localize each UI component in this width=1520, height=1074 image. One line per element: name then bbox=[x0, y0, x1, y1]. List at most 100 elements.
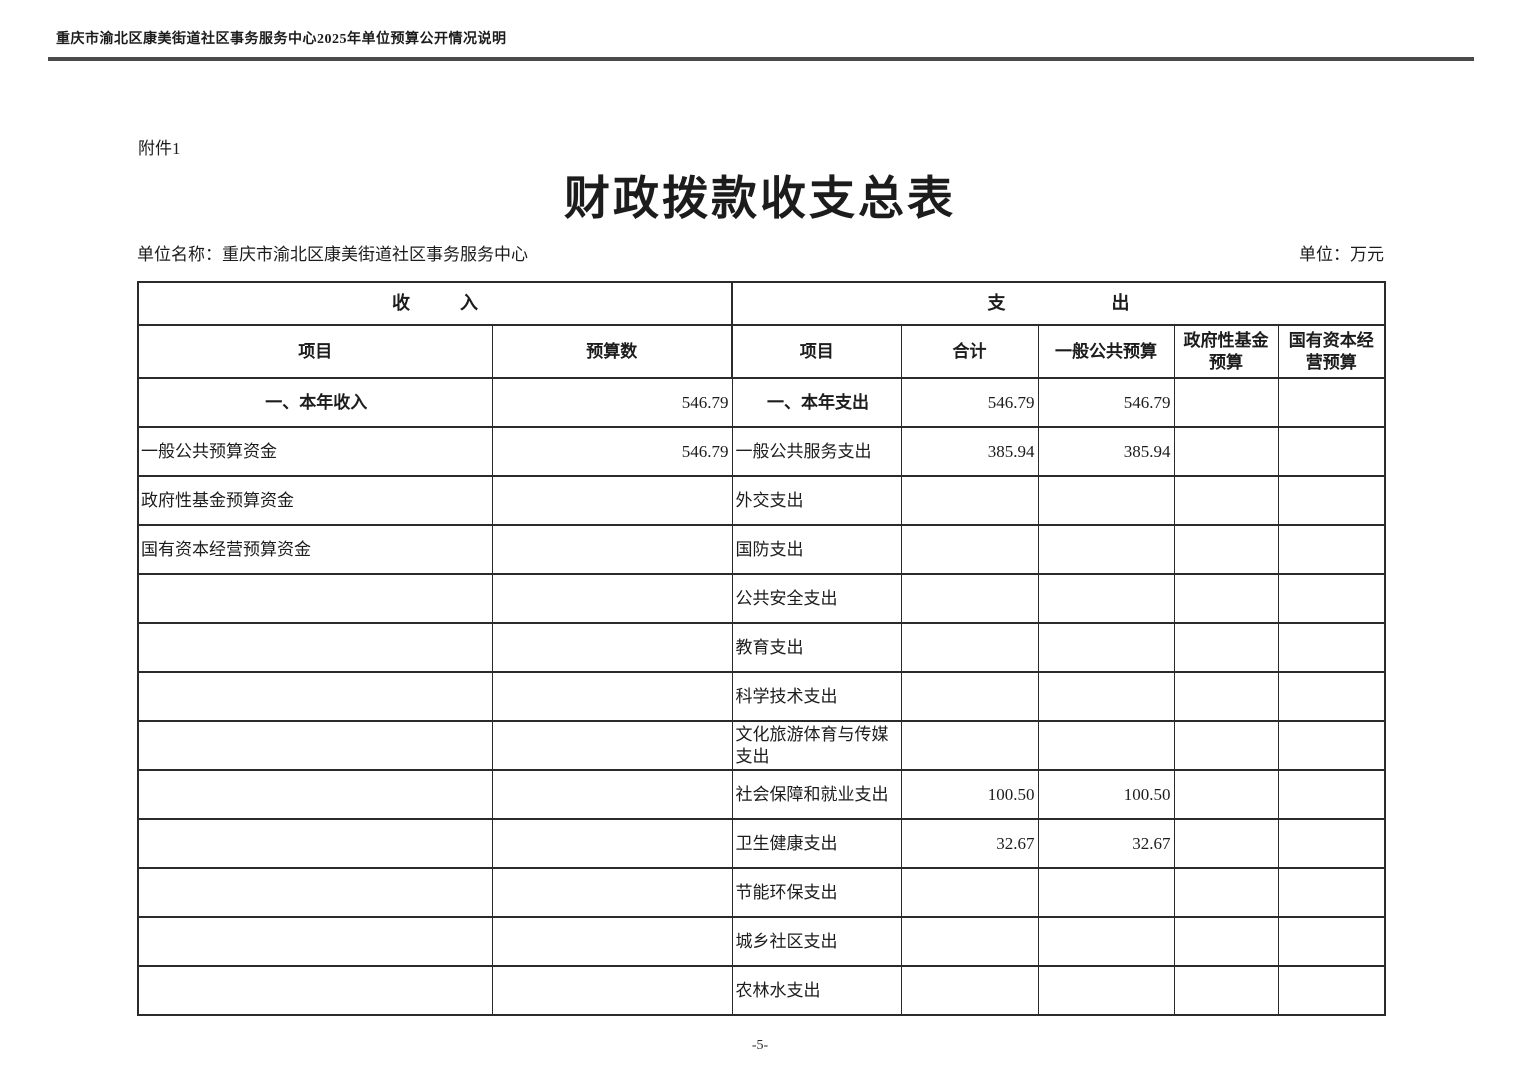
table-row: 政府性基金预算资金 外交支出 bbox=[137, 475, 1386, 526]
col-header-total: 合计 bbox=[900, 324, 1039, 379]
cell-income-budget bbox=[491, 965, 733, 1016]
cell-total: 100.50 bbox=[900, 769, 1039, 820]
table-row: 一般公共预算资金 546.79 一般公共服务支出 385.94 385.94 bbox=[137, 426, 1386, 477]
cell-income-item bbox=[137, 867, 493, 918]
cell-income-budget bbox=[491, 867, 733, 918]
table-row: 社会保障和就业支出 100.50 100.50 bbox=[137, 769, 1386, 820]
cell-income-budget: 546.79 bbox=[491, 426, 733, 477]
budget-table: 收 入 支 出 项目 预算数 项目 合计 一般公共预算 政府性基金预算 国有资本… bbox=[137, 281, 1387, 1016]
cell-general-public: 32.67 bbox=[1037, 818, 1175, 869]
cell-state-capital bbox=[1277, 377, 1386, 428]
column-header-row: 项目 预算数 项目 合计 一般公共预算 政府性基金预算 国有资本经营预算 bbox=[137, 324, 1386, 379]
cell-expense-item: 社会保障和就业支出 bbox=[731, 769, 902, 820]
cell-gov-fund bbox=[1173, 622, 1279, 673]
cell-state-capital bbox=[1277, 475, 1386, 526]
unit-measure-label: 单位：万元 bbox=[1299, 245, 1384, 264]
cell-general-public bbox=[1037, 524, 1175, 575]
cell-total: 385.94 bbox=[900, 426, 1039, 477]
cell-income-item: 国有资本经营预算资金 bbox=[137, 524, 493, 575]
table-row: 科学技术支出 bbox=[137, 671, 1386, 722]
cell-expense-item: 一、本年支出 bbox=[731, 377, 902, 428]
col-header-expense-item: 项目 bbox=[731, 324, 902, 379]
cell-general-public bbox=[1037, 622, 1175, 673]
cell-gov-fund bbox=[1173, 720, 1279, 771]
unit-name-label: 单位名称：重庆市渝北区康美街道社区事务服务中心 bbox=[137, 245, 528, 264]
cell-gov-fund bbox=[1173, 426, 1279, 477]
page-number: -5- bbox=[751, 1038, 769, 1053]
cell-total bbox=[900, 573, 1039, 624]
cell-income-item: 一般公共预算资金 bbox=[137, 426, 493, 477]
cell-state-capital bbox=[1277, 818, 1386, 869]
cell-gov-fund bbox=[1173, 573, 1279, 624]
expense-header-char-left: 支 bbox=[987, 293, 1006, 314]
cell-expense-item: 卫生健康支出 bbox=[731, 818, 902, 869]
cell-income-item bbox=[137, 622, 493, 673]
cell-general-public bbox=[1037, 867, 1175, 918]
cell-state-capital bbox=[1277, 622, 1386, 673]
cell-income-budget bbox=[491, 475, 733, 526]
cell-expense-item: 外交支出 bbox=[731, 475, 902, 526]
cell-income-item bbox=[137, 720, 493, 771]
cell-expense-item: 节能环保支出 bbox=[731, 867, 902, 918]
col-header-income-budget: 预算数 bbox=[491, 324, 733, 379]
cell-general-public bbox=[1037, 573, 1175, 624]
cell-general-public bbox=[1037, 720, 1175, 771]
section-header-row: 收 入 支 出 bbox=[137, 281, 1386, 326]
cell-state-capital bbox=[1277, 524, 1386, 575]
document-running-header: 重庆市渝北区康美街道社区事务服务中心2025年单位预算公开情况说明 bbox=[48, 28, 1474, 61]
cell-general-public bbox=[1037, 671, 1175, 722]
income-header-char-right: 入 bbox=[460, 293, 478, 314]
cell-total bbox=[900, 475, 1039, 526]
cell-expense-item: 城乡社区支出 bbox=[731, 916, 902, 967]
cell-income-budget: 546.79 bbox=[491, 377, 733, 428]
cell-total bbox=[900, 867, 1039, 918]
cell-total bbox=[900, 965, 1039, 1016]
col-header-gov-fund: 政府性基金预算 bbox=[1173, 324, 1279, 379]
cell-expense-item: 一般公共服务支出 bbox=[731, 426, 902, 477]
cell-gov-fund bbox=[1173, 965, 1279, 1016]
cell-expense-item: 科学技术支出 bbox=[731, 671, 902, 722]
cell-state-capital bbox=[1277, 720, 1386, 771]
cell-income-budget bbox=[491, 524, 733, 575]
cell-state-capital bbox=[1277, 671, 1386, 722]
cell-income-item bbox=[137, 916, 493, 967]
cell-income-budget bbox=[491, 720, 733, 771]
cell-gov-fund bbox=[1173, 475, 1279, 526]
income-header-char-left: 收 bbox=[392, 293, 410, 314]
table-row: 文化旅游体育与传媒支出 bbox=[137, 720, 1386, 771]
cell-income-budget bbox=[491, 916, 733, 967]
cell-gov-fund bbox=[1173, 818, 1279, 869]
cell-total bbox=[900, 720, 1039, 771]
cell-state-capital bbox=[1277, 426, 1386, 477]
cell-state-capital bbox=[1277, 965, 1386, 1016]
table-row: 农林水支出 bbox=[137, 965, 1386, 1016]
table-row: 国有资本经营预算资金 国防支出 bbox=[137, 524, 1386, 575]
cell-income-item bbox=[137, 818, 493, 869]
table-row: 一、本年收入 546.79 一、本年支出 546.79 546.79 bbox=[137, 377, 1386, 428]
cell-general-public: 546.79 bbox=[1037, 377, 1175, 428]
cell-total: 546.79 bbox=[900, 377, 1039, 428]
cell-income-budget bbox=[491, 622, 733, 673]
cell-general-public bbox=[1037, 916, 1175, 967]
cell-total bbox=[900, 916, 1039, 967]
cell-income-item bbox=[137, 965, 493, 1016]
running-header-text: 重庆市渝北区康美街道社区事务服务中心2025年单位预算公开情况说明 bbox=[56, 32, 507, 47]
cell-state-capital bbox=[1277, 573, 1386, 624]
cell-income-item: 一、本年收入 bbox=[137, 377, 493, 428]
cell-gov-fund bbox=[1173, 867, 1279, 918]
cell-income-budget bbox=[491, 769, 733, 820]
cell-income-item bbox=[137, 671, 493, 722]
table-row: 公共安全支出 bbox=[137, 573, 1386, 624]
page-title: 财政拨款收支总表 bbox=[564, 173, 956, 224]
cell-general-public bbox=[1037, 965, 1175, 1016]
cell-general-public: 385.94 bbox=[1037, 426, 1175, 477]
cell-state-capital bbox=[1277, 867, 1386, 918]
cell-gov-fund bbox=[1173, 671, 1279, 722]
cell-general-public: 100.50 bbox=[1037, 769, 1175, 820]
attachment-label: 附件1 bbox=[138, 139, 181, 158]
table-row: 教育支出 bbox=[137, 622, 1386, 673]
cell-income-item bbox=[137, 573, 493, 624]
col-header-state-capital: 国有资本经营预算 bbox=[1277, 324, 1386, 379]
table-row: 城乡社区支出 bbox=[137, 916, 1386, 967]
cell-income-budget bbox=[491, 818, 733, 869]
